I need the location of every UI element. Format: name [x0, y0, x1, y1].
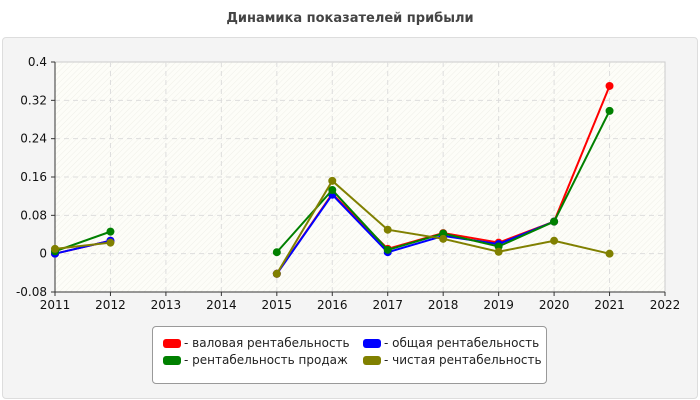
data-point-2	[106, 227, 115, 236]
y-tick-label: 0.4	[28, 55, 47, 69]
y-tick-label: 0.32	[20, 93, 47, 107]
legend-label: - общая рентабельность	[384, 336, 540, 350]
y-tick-label: 0	[39, 247, 47, 261]
data-point-3	[51, 244, 59, 253]
data-point-3	[383, 225, 392, 234]
x-tick-label: 2020	[539, 298, 570, 312]
legend-swatch	[363, 355, 381, 365]
legend-swatch	[163, 338, 181, 348]
y-tick-label: -0.08	[16, 285, 47, 299]
legend-swatch	[363, 338, 381, 348]
legend-item: - рентабельность продаж	[163, 353, 348, 367]
series-line-3	[54, 241, 111, 250]
y-tick-label: 0.24	[20, 132, 47, 146]
data-point-3	[272, 269, 281, 278]
chart-title: Динамика показателей прибыли	[226, 11, 474, 26]
x-tick-label: 2011	[40, 298, 71, 312]
data-point-2	[383, 245, 392, 254]
data-point-3	[106, 238, 115, 247]
legend: - валовая рентабельность - общая рентабел…	[152, 326, 547, 384]
data-point-2	[550, 217, 559, 226]
legend-item: - валовая рентабельность	[163, 336, 350, 350]
legend-label: - рентабельность продаж	[184, 353, 348, 367]
legend-label: - валовая рентабельность	[184, 336, 350, 350]
data-point-3	[550, 236, 559, 245]
data-point-2	[605, 106, 614, 115]
data-point-3	[494, 247, 503, 256]
data-point-3	[439, 234, 448, 243]
data-point-2	[272, 248, 281, 257]
data-point-3	[605, 249, 614, 258]
x-tick-label: 2015	[262, 298, 293, 312]
y-tick-label: 0.08	[20, 208, 47, 222]
x-tick-label: 2013	[151, 298, 182, 312]
legend-item: - общая рентабельность	[363, 336, 539, 350]
legend-label: - чистая рентабельность	[384, 353, 542, 367]
series-line-1	[275, 193, 555, 275]
data-point-2	[328, 185, 337, 194]
x-tick-label: 2022	[650, 298, 681, 312]
x-tick-label: 2018	[428, 298, 459, 312]
data-point-0	[605, 81, 614, 90]
y-tick-label: 0.16	[20, 170, 47, 184]
x-tick-label: 2021	[594, 298, 625, 312]
legend-swatch	[163, 355, 181, 365]
x-tick-label: 2019	[483, 298, 514, 312]
x-tick-label: 2017	[372, 298, 403, 312]
data-point-3	[328, 176, 337, 185]
x-tick-label: 2014	[206, 298, 237, 312]
x-tick-label: 2012	[95, 298, 126, 312]
x-tick-label: 2016	[317, 298, 348, 312]
legend-item: - чистая рентабельность	[363, 353, 542, 367]
